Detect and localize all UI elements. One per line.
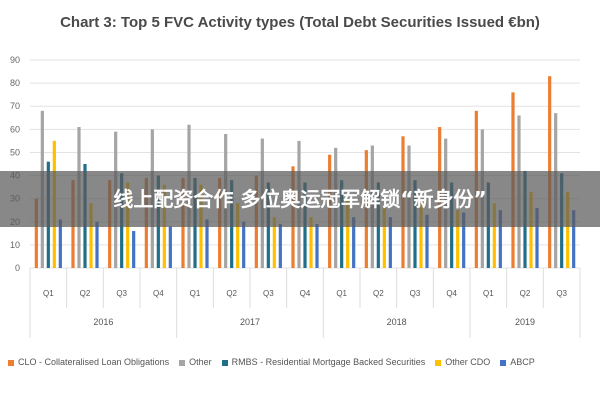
x-axis-quarter-labels: Q1 Q2 Q3 Q4 Q1 Q2 Q3 Q4 Q1 Q2 Q3 Q4 Q1 Q2 Q3	[29, 268, 581, 308]
bar	[278, 224, 282, 268]
x-tick-label: Q2	[520, 289, 531, 298]
bar	[315, 224, 319, 268]
x-tick-label: Q2	[80, 289, 91, 298]
bar	[572, 210, 576, 268]
legend-item: ABCP	[500, 357, 535, 367]
bar	[236, 203, 240, 268]
x-tick-label: Q4	[153, 289, 164, 298]
x-tick-label: Q1	[43, 289, 54, 298]
legend-swatch	[8, 359, 14, 366]
legend-label: Other	[189, 357, 212, 367]
year-label: 2016	[93, 317, 113, 327]
legend-item: RMBS - Residential Mortgage Backed Secur…	[221, 357, 426, 367]
bar	[168, 226, 172, 268]
y-tick-label: 70	[10, 101, 20, 111]
y-tick-label: 60	[10, 124, 20, 134]
bar	[492, 203, 496, 268]
bar	[242, 221, 246, 268]
bar	[425, 214, 429, 268]
y-tick-label: 90	[10, 55, 20, 65]
y-axis-ticks: 0102030405060708090	[10, 55, 20, 273]
bar	[272, 217, 276, 268]
bar	[529, 191, 533, 268]
bar	[419, 198, 423, 268]
bar	[535, 207, 539, 268]
x-tick-label: Q4	[446, 289, 457, 298]
bar	[566, 191, 570, 268]
y-tick-label: 0	[15, 263, 20, 273]
bar	[205, 219, 209, 268]
bar	[352, 217, 356, 268]
bar	[462, 212, 466, 268]
watermark-banner-text: 线上配资合作 多位奥运冠军解锁“新身份”	[113, 187, 487, 211]
legend-item: Other	[179, 357, 212, 367]
x-tick-label: Q3	[410, 289, 421, 298]
legend-item: Other CDO	[435, 357, 490, 367]
bar	[132, 231, 136, 268]
legend-swatch	[500, 359, 507, 366]
bar	[89, 203, 93, 268]
year-label: 2017	[240, 317, 260, 327]
y-tick-label: 80	[10, 78, 20, 88]
bar	[498, 210, 502, 268]
bar	[456, 210, 460, 268]
x-tick-label: Q2	[373, 289, 384, 298]
x-tick-label: Q2	[226, 289, 237, 298]
bar	[309, 217, 313, 268]
bar	[382, 207, 386, 268]
legend-swatch	[221, 359, 228, 366]
bar	[346, 200, 350, 268]
x-tick-label: Q1	[336, 289, 347, 298]
legend-label: CLO - Collateralised Loan Obligations	[18, 357, 170, 367]
bar	[34, 198, 38, 268]
y-tick-label: 50	[10, 147, 20, 157]
legend-label: ABCP	[510, 357, 535, 367]
x-tick-label: Q3	[116, 289, 127, 298]
legend-label: Other CDO	[445, 357, 491, 367]
x-axis-year-labels: 2016 2017 2018 2019	[29, 308, 581, 338]
bar	[95, 221, 99, 268]
x-tick-label: Q3	[556, 289, 567, 298]
x-tick-label: Q1	[483, 289, 494, 298]
legend: CLO - Collateralised Loan Obligations Oth…	[8, 357, 598, 367]
x-tick-label: Q4	[300, 289, 311, 298]
legend-swatch	[179, 359, 186, 366]
x-tick-label: Q3	[263, 289, 274, 298]
x-tick-label: Q1	[190, 289, 201, 298]
legend-label: RMBS - Residential Mortgage Backed Secur…	[231, 357, 426, 367]
watermark-banner	[0, 171, 600, 227]
legend-item: CLO - Collateralised Loan Obligations	[8, 357, 169, 367]
year-label: 2019	[515, 317, 535, 327]
bar	[388, 217, 392, 268]
y-tick-label: 10	[10, 240, 20, 250]
bar	[58, 219, 62, 268]
year-label: 2018	[387, 317, 407, 327]
chart-title: Chart 3: Top 5 FVC Activity types (Total…	[60, 14, 540, 31]
legend-swatch	[435, 359, 442, 366]
